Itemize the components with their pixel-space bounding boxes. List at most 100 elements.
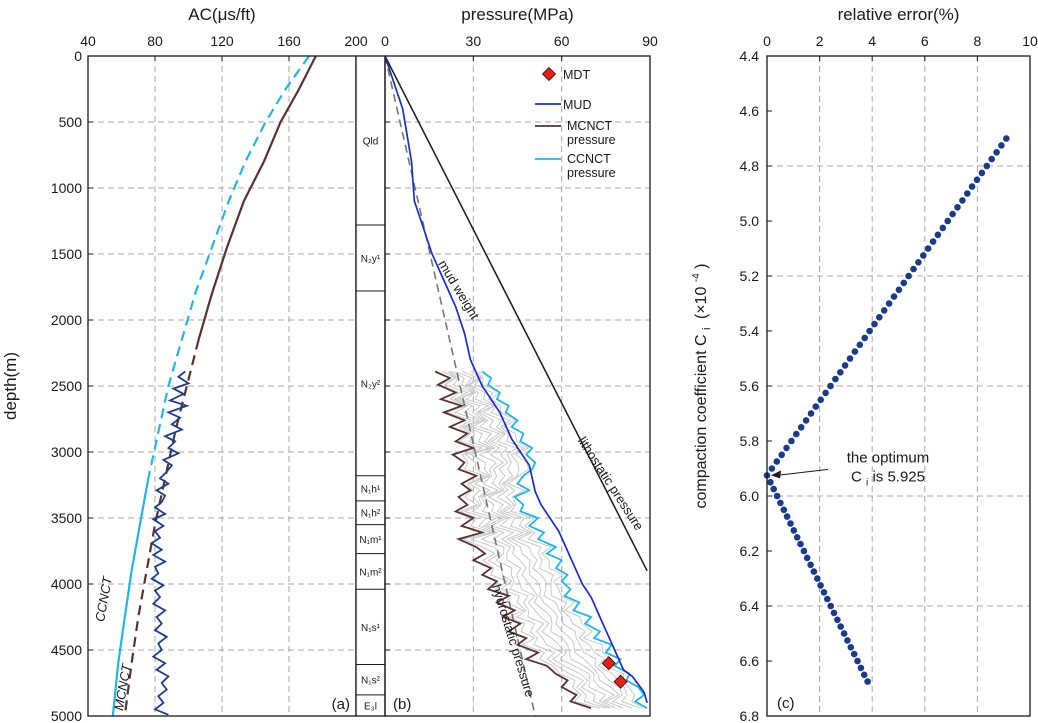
panel-c-xtick-label: 10 (1022, 33, 1038, 49)
error-dot (851, 348, 859, 355)
stratigraphy-unit-label: N₂y² (361, 379, 381, 390)
panel-c-y-axis-label-suffix: (×10 (693, 287, 710, 320)
error-dot (998, 142, 1005, 149)
panel-c-y-axis-label-exp: -4 (691, 273, 702, 282)
error-dot (807, 410, 815, 417)
panel-c-grid (767, 56, 1030, 716)
legend-label: MUD (563, 98, 591, 112)
panel-c-ytick-label: 5.2 (740, 268, 760, 284)
panel-b-xtick-label: 0 (381, 33, 389, 49)
panel-c-ytick-label: 5.4 (740, 323, 760, 339)
panel-a-ytick-label: 5000 (51, 708, 82, 723)
panel-b-xtick-label: 90 (642, 33, 658, 49)
panel-a-ytick-label: 4500 (51, 642, 82, 658)
ccnct-curve-upper (147, 55, 310, 479)
error-dot (895, 286, 903, 294)
error-dot (800, 547, 808, 555)
error-dot (968, 183, 976, 190)
panel-b-grey-pressure-curves (438, 371, 644, 709)
error-dot (802, 417, 810, 424)
error-dot (861, 334, 868, 342)
panel-a-xtick-label: 160 (277, 33, 301, 49)
panel-a-ytick-label: 3000 (51, 444, 82, 460)
optimum-label-line1: the optimum (847, 449, 930, 466)
measured-ac-curve (150, 370, 191, 716)
panel-b-xtick-label: 60 (554, 33, 570, 49)
optimum-arrowhead (771, 470, 781, 479)
panel-a-label: (a) (332, 696, 350, 713)
stratigraphy-unit-label: N₁m¹ (359, 535, 382, 546)
ccnct-curve-label: CCNCT (92, 574, 115, 622)
error-dot (857, 664, 865, 672)
panel-a-ytick-label: 0 (74, 48, 82, 64)
lithostatic-line (384, 55, 648, 572)
error-dot (959, 197, 966, 204)
panel-c-ytick-label: 4.4 (740, 48, 760, 64)
error-dot (964, 190, 971, 197)
panel-b-ticks: 0 30 60 90 (381, 33, 658, 651)
panel-b-label: (b) (393, 696, 411, 713)
error-dot (788, 437, 795, 445)
panel-c-xtick-label: 6 (921, 33, 929, 49)
panel-a-grid (88, 56, 356, 716)
optimum-arrow (776, 468, 829, 476)
panel-a-ytick-label: 1000 (51, 180, 82, 196)
error-dot (832, 375, 839, 383)
stratigraphy-unit-label: N₂y¹ (361, 254, 381, 265)
mdt-marker (601, 656, 616, 671)
panel-a-ac-chart: 40 80 120 160 200050010001500200025003000350… (1, 5, 368, 723)
panel-b-title: pressure(MPa) (461, 5, 573, 24)
legend-label: MDT (563, 68, 590, 82)
stratigraphy-frame (355, 55, 386, 717)
panel-b-pressure-chart: 0 30 60 90 pressure(MPa) (b) mud weight lit… (381, 5, 658, 717)
error-dot (840, 630, 848, 637)
error-dot (783, 513, 791, 520)
optimum-label-line2: C i is 5.925 (851, 468, 925, 489)
error-dot (988, 155, 995, 163)
stratigraphy-unit-label: N₁s² (361, 676, 381, 687)
mcnct-pressure-curve (434, 370, 592, 709)
panel-c-ytick-label: 5.8 (740, 433, 760, 449)
panel-c-ytick-label: 6.2 (740, 543, 760, 559)
panel-c-ytick-label: 4.6 (740, 103, 760, 119)
error-dot (860, 671, 868, 679)
error-dot (820, 589, 828, 596)
legend-label: pressure (567, 166, 616, 180)
grey-pressure-curve (450, 371, 612, 709)
error-dot (837, 369, 844, 376)
error-dot (773, 458, 781, 465)
panel-c-xtick-label: 0 (763, 33, 771, 49)
stratigraphy-unit-label: Qld (363, 136, 379, 147)
error-dot (973, 176, 981, 184)
panel-b-series (384, 55, 648, 717)
mud-curve (384, 55, 648, 704)
panel-c-xtick-label: 4 (868, 33, 876, 49)
panel-c-y-axis-label-sub: i (701, 328, 713, 330)
panel-a-ytick-label: 3500 (51, 510, 82, 526)
stratigraphy-unit-label: N₁s¹ (361, 623, 381, 634)
panel-c-y-axis-label: compaction coefficient C i (×10 -4 ) (686, 264, 714, 509)
panel-a-ticks: 40 80 120 160 200050010001500200025003000350… (51, 33, 368, 723)
error-dot (944, 217, 951, 225)
error-dot (824, 595, 831, 603)
panel-c-y-axis-label-close: ) (693, 264, 710, 269)
error-dot (768, 465, 776, 472)
error-dot (812, 403, 820, 410)
error-dot (780, 506, 788, 514)
panel-a-y-axis-label: depth(m) (1, 352, 20, 420)
error-dot (929, 238, 937, 245)
stratigraphy-unit-label: E₃l (364, 701, 377, 712)
panel-a-xtick-label: 40 (80, 33, 96, 49)
error-dot (777, 499, 784, 507)
error-dot (778, 451, 785, 459)
panel-a-ytick-label: 2000 (51, 312, 82, 328)
error-dot (954, 204, 961, 211)
optimum-annotation: the optimum C i is 5.925 (771, 449, 930, 489)
error-dot (983, 162, 991, 170)
error-dot (856, 341, 864, 349)
panel-c-ytick-label: 6.8 (740, 708, 760, 723)
panel-a-xtick-label: 80 (147, 33, 163, 49)
optimum-label-value: is 5.925 (872, 468, 925, 485)
panel-c-title: relative error(%) (838, 5, 960, 24)
error-dot (850, 650, 858, 658)
